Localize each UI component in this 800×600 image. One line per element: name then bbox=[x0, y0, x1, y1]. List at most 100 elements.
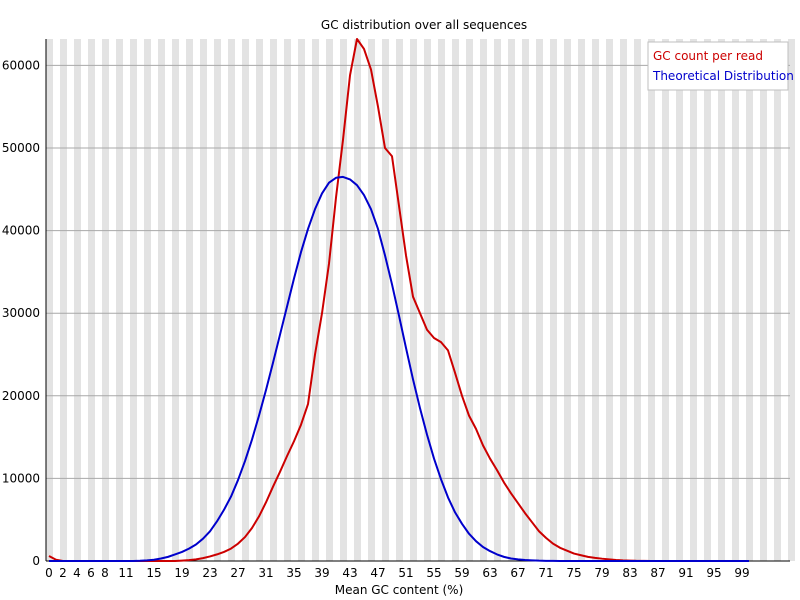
x-tick-label: 31 bbox=[258, 566, 273, 580]
grid-band bbox=[508, 39, 515, 561]
x-tick-label: 23 bbox=[202, 566, 217, 580]
grid-band bbox=[620, 39, 627, 561]
y-tick-label: 0 bbox=[32, 554, 40, 568]
grid-band bbox=[718, 39, 725, 561]
grid-band bbox=[494, 39, 501, 561]
grid-band bbox=[256, 39, 263, 561]
grid-band bbox=[550, 39, 557, 561]
y-tick-label: 40000 bbox=[2, 224, 40, 238]
grid-band bbox=[690, 39, 697, 561]
x-axis-label: Mean GC content (%) bbox=[335, 583, 464, 597]
grid-band bbox=[648, 39, 655, 561]
grid-band bbox=[774, 39, 781, 561]
legend-box bbox=[647, 41, 789, 91]
x-tick-label: 15 bbox=[146, 566, 161, 580]
grid-band bbox=[536, 39, 543, 561]
grid-band bbox=[438, 39, 445, 561]
x-tick-label: 67 bbox=[510, 566, 525, 580]
series-lines bbox=[48, 38, 749, 562]
grid-band bbox=[46, 39, 53, 561]
grid-band bbox=[452, 39, 459, 561]
x-tick-label: 0 bbox=[45, 566, 53, 580]
grid-band bbox=[130, 39, 137, 561]
x-tick-label: 79 bbox=[594, 566, 609, 580]
grid-band bbox=[396, 39, 403, 561]
x-tick-label: 63 bbox=[482, 566, 497, 580]
theoretical-distribution-line bbox=[49, 175, 749, 562]
chart-title: GC distribution over all sequences bbox=[321, 18, 527, 32]
y-tick-labels: 0 10000 20000 30000 40000 50000 60000 bbox=[2, 58, 40, 568]
grid-band bbox=[354, 39, 361, 561]
grid-band bbox=[788, 39, 795, 561]
grid-band bbox=[60, 39, 67, 561]
grid-band bbox=[466, 39, 473, 561]
x-tick-label: 95 bbox=[706, 566, 721, 580]
legend-item-gc-count: GC count per read bbox=[653, 49, 763, 63]
x-tick-label: 2 bbox=[59, 566, 67, 580]
y-tick-label: 20000 bbox=[2, 389, 40, 403]
x-tick-label: 99 bbox=[734, 566, 749, 580]
grid-band bbox=[214, 39, 221, 561]
grid-band bbox=[228, 39, 235, 561]
grid-band bbox=[312, 39, 319, 561]
grid-band bbox=[144, 39, 151, 561]
grid-band bbox=[382, 39, 389, 561]
x-tick-label: 6 bbox=[87, 566, 95, 580]
grid-band bbox=[564, 39, 571, 561]
grid-band bbox=[102, 39, 109, 561]
x-tick-label: 27 bbox=[230, 566, 245, 580]
x-tick-label: 4 bbox=[73, 566, 81, 580]
grid-band bbox=[634, 39, 641, 561]
alternating-bands bbox=[46, 39, 795, 561]
y-tick-label: 50000 bbox=[2, 141, 40, 155]
y-tick-label: 10000 bbox=[2, 471, 40, 485]
grid-band bbox=[242, 39, 249, 561]
x-tick-label: 75 bbox=[566, 566, 581, 580]
x-tick-label: 59 bbox=[454, 566, 469, 580]
x-tick-label: 71 bbox=[538, 566, 553, 580]
grid-band bbox=[172, 39, 179, 561]
grid-band bbox=[284, 39, 291, 561]
grid-band bbox=[746, 39, 753, 561]
x-tick-label: 43 bbox=[342, 566, 357, 580]
grid-band bbox=[592, 39, 599, 561]
grid-band bbox=[116, 39, 123, 561]
grid-band bbox=[186, 39, 193, 561]
grid-band bbox=[200, 39, 207, 561]
x-tick-label: 87 bbox=[650, 566, 665, 580]
grid-band bbox=[606, 39, 613, 561]
chart-legend: GC count per read Theoretical Distributi… bbox=[647, 41, 794, 91]
x-tick-label: 91 bbox=[678, 566, 693, 580]
x-tick-label: 47 bbox=[370, 566, 385, 580]
grid-band bbox=[340, 39, 347, 561]
grid-band bbox=[270, 39, 277, 561]
x-tick-label: 51 bbox=[398, 566, 413, 580]
grid-band bbox=[368, 39, 375, 561]
grid-band bbox=[480, 39, 487, 561]
grid-band bbox=[578, 39, 585, 561]
y-tick-label: 30000 bbox=[2, 306, 40, 320]
grid-band bbox=[424, 39, 431, 561]
x-tick-labels: 0 2 4 6 8 11 15 19 23 27 31 35 39 43 47 51 55 59 63 67 71 75 7… bbox=[45, 566, 749, 580]
x-tick-label: 55 bbox=[426, 566, 441, 580]
grid-band bbox=[88, 39, 95, 561]
grid-band bbox=[704, 39, 711, 561]
x-tick-label: 83 bbox=[622, 566, 637, 580]
grid-band bbox=[732, 39, 739, 561]
grid-band bbox=[326, 39, 333, 561]
x-tick-label: 35 bbox=[286, 566, 301, 580]
x-tick-label: 19 bbox=[174, 566, 189, 580]
legend-item-theoretical: Theoretical Distribution bbox=[652, 69, 794, 83]
grid-band bbox=[74, 39, 81, 561]
x-tick-label: 39 bbox=[314, 566, 329, 580]
x-tick-label: 8 bbox=[101, 566, 109, 580]
horizontal-gridlines bbox=[46, 64, 790, 479]
grid-band bbox=[522, 39, 529, 561]
grid-band bbox=[298, 39, 305, 561]
grid-band bbox=[662, 39, 669, 561]
grid-band bbox=[676, 39, 683, 561]
y-tick-label: 60000 bbox=[2, 58, 40, 72]
x-tick-label: 11 bbox=[118, 566, 133, 580]
grid-band bbox=[158, 39, 165, 561]
